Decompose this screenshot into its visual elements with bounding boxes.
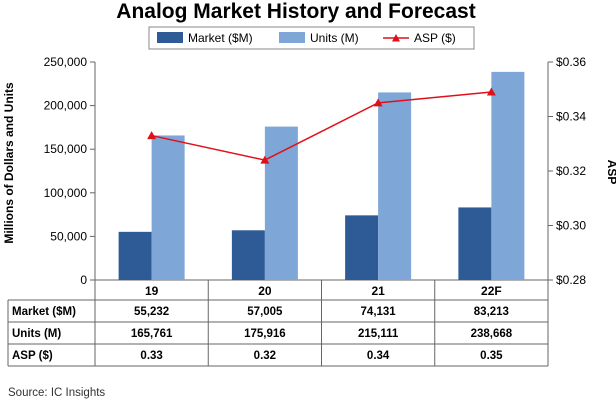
bar-market-22F xyxy=(458,207,492,280)
bar-units-21 xyxy=(378,92,412,280)
y2-tick-label: $0.32 xyxy=(556,164,586,178)
table-cell: 238,668 xyxy=(471,328,513,340)
bar-market-19 xyxy=(118,231,152,280)
asp-point-22F xyxy=(486,87,496,96)
asp-point-21 xyxy=(373,98,383,107)
legend-label-2: ASP ($) xyxy=(414,31,456,45)
legend: Market ($M) Units (M) ASP ($) xyxy=(148,26,475,50)
legend-marker-2 xyxy=(392,34,400,42)
plot-area: 0 50,000 100,000 150,000 200,000 250,000 $0.28… xyxy=(44,55,587,287)
bar-units-20 xyxy=(264,126,298,280)
table-cell: 215,111 xyxy=(358,328,399,340)
y2-tick-label: $0.28 xyxy=(556,273,586,287)
table-cell: 83,213 xyxy=(474,306,509,318)
table-cell: 74,131 xyxy=(361,306,397,318)
legend-swatch-0 xyxy=(157,32,183,43)
y-tick-label: 250,000 xyxy=(44,55,88,69)
legend-label-1: Units (M) xyxy=(310,31,359,45)
table-cell: 55,232 xyxy=(134,306,169,318)
bar-market-21 xyxy=(345,215,379,280)
asp-point-19 xyxy=(147,131,157,140)
x-tick-label: 19 xyxy=(145,284,159,298)
bar-market-20 xyxy=(231,230,265,280)
y2-tick-label: $0.30 xyxy=(556,219,586,233)
table-cell: 175,916 xyxy=(244,328,286,340)
table-cell: 0.35 xyxy=(480,350,503,362)
y-tick-label: 200,000 xyxy=(44,99,88,113)
table-row-label: Market ($M) xyxy=(12,306,76,318)
chart-title: Analog Market History and Forecast xyxy=(116,0,475,23)
data-table: 19 20 21 22F Market ($M) 55,232 57,005 74,131 83… xyxy=(7,280,549,367)
y2-tick-label: $0.36 xyxy=(556,55,586,69)
table-cell: 0.32 xyxy=(254,350,276,362)
table-cell: 0.33 xyxy=(140,350,162,362)
legend-frame xyxy=(148,26,475,50)
y2-axis-title: ASP xyxy=(605,160,616,185)
x-tick-label: 21 xyxy=(371,284,385,298)
x-tick-label: 20 xyxy=(258,284,272,298)
table-cell: 165,761 xyxy=(131,328,173,340)
bar-units-19 xyxy=(151,135,185,280)
y-tick-label: 0 xyxy=(80,273,87,287)
y-tick-label: 150,000 xyxy=(44,142,88,156)
table-cell: 0.34 xyxy=(367,350,390,362)
table-row-label: ASP ($) xyxy=(12,350,53,362)
y-axis-title: Millions of Dollars and Units xyxy=(2,82,16,244)
source-note: Source: IC Insights xyxy=(8,387,105,399)
asp-point-20 xyxy=(260,155,270,164)
bar-units-22F xyxy=(491,71,525,280)
table-cell: 57,005 xyxy=(247,306,283,318)
x-tick-label: 22F xyxy=(481,284,502,298)
asp-line xyxy=(151,91,492,161)
y-tick-label: 100,000 xyxy=(44,186,88,200)
legend-label-0: Market ($M) xyxy=(188,31,253,45)
legend-swatch-1 xyxy=(279,32,305,43)
y2-tick-label: $0.34 xyxy=(556,110,586,124)
table-row-label: Units (M) xyxy=(12,328,61,340)
y-tick-label: 50,000 xyxy=(50,229,87,243)
